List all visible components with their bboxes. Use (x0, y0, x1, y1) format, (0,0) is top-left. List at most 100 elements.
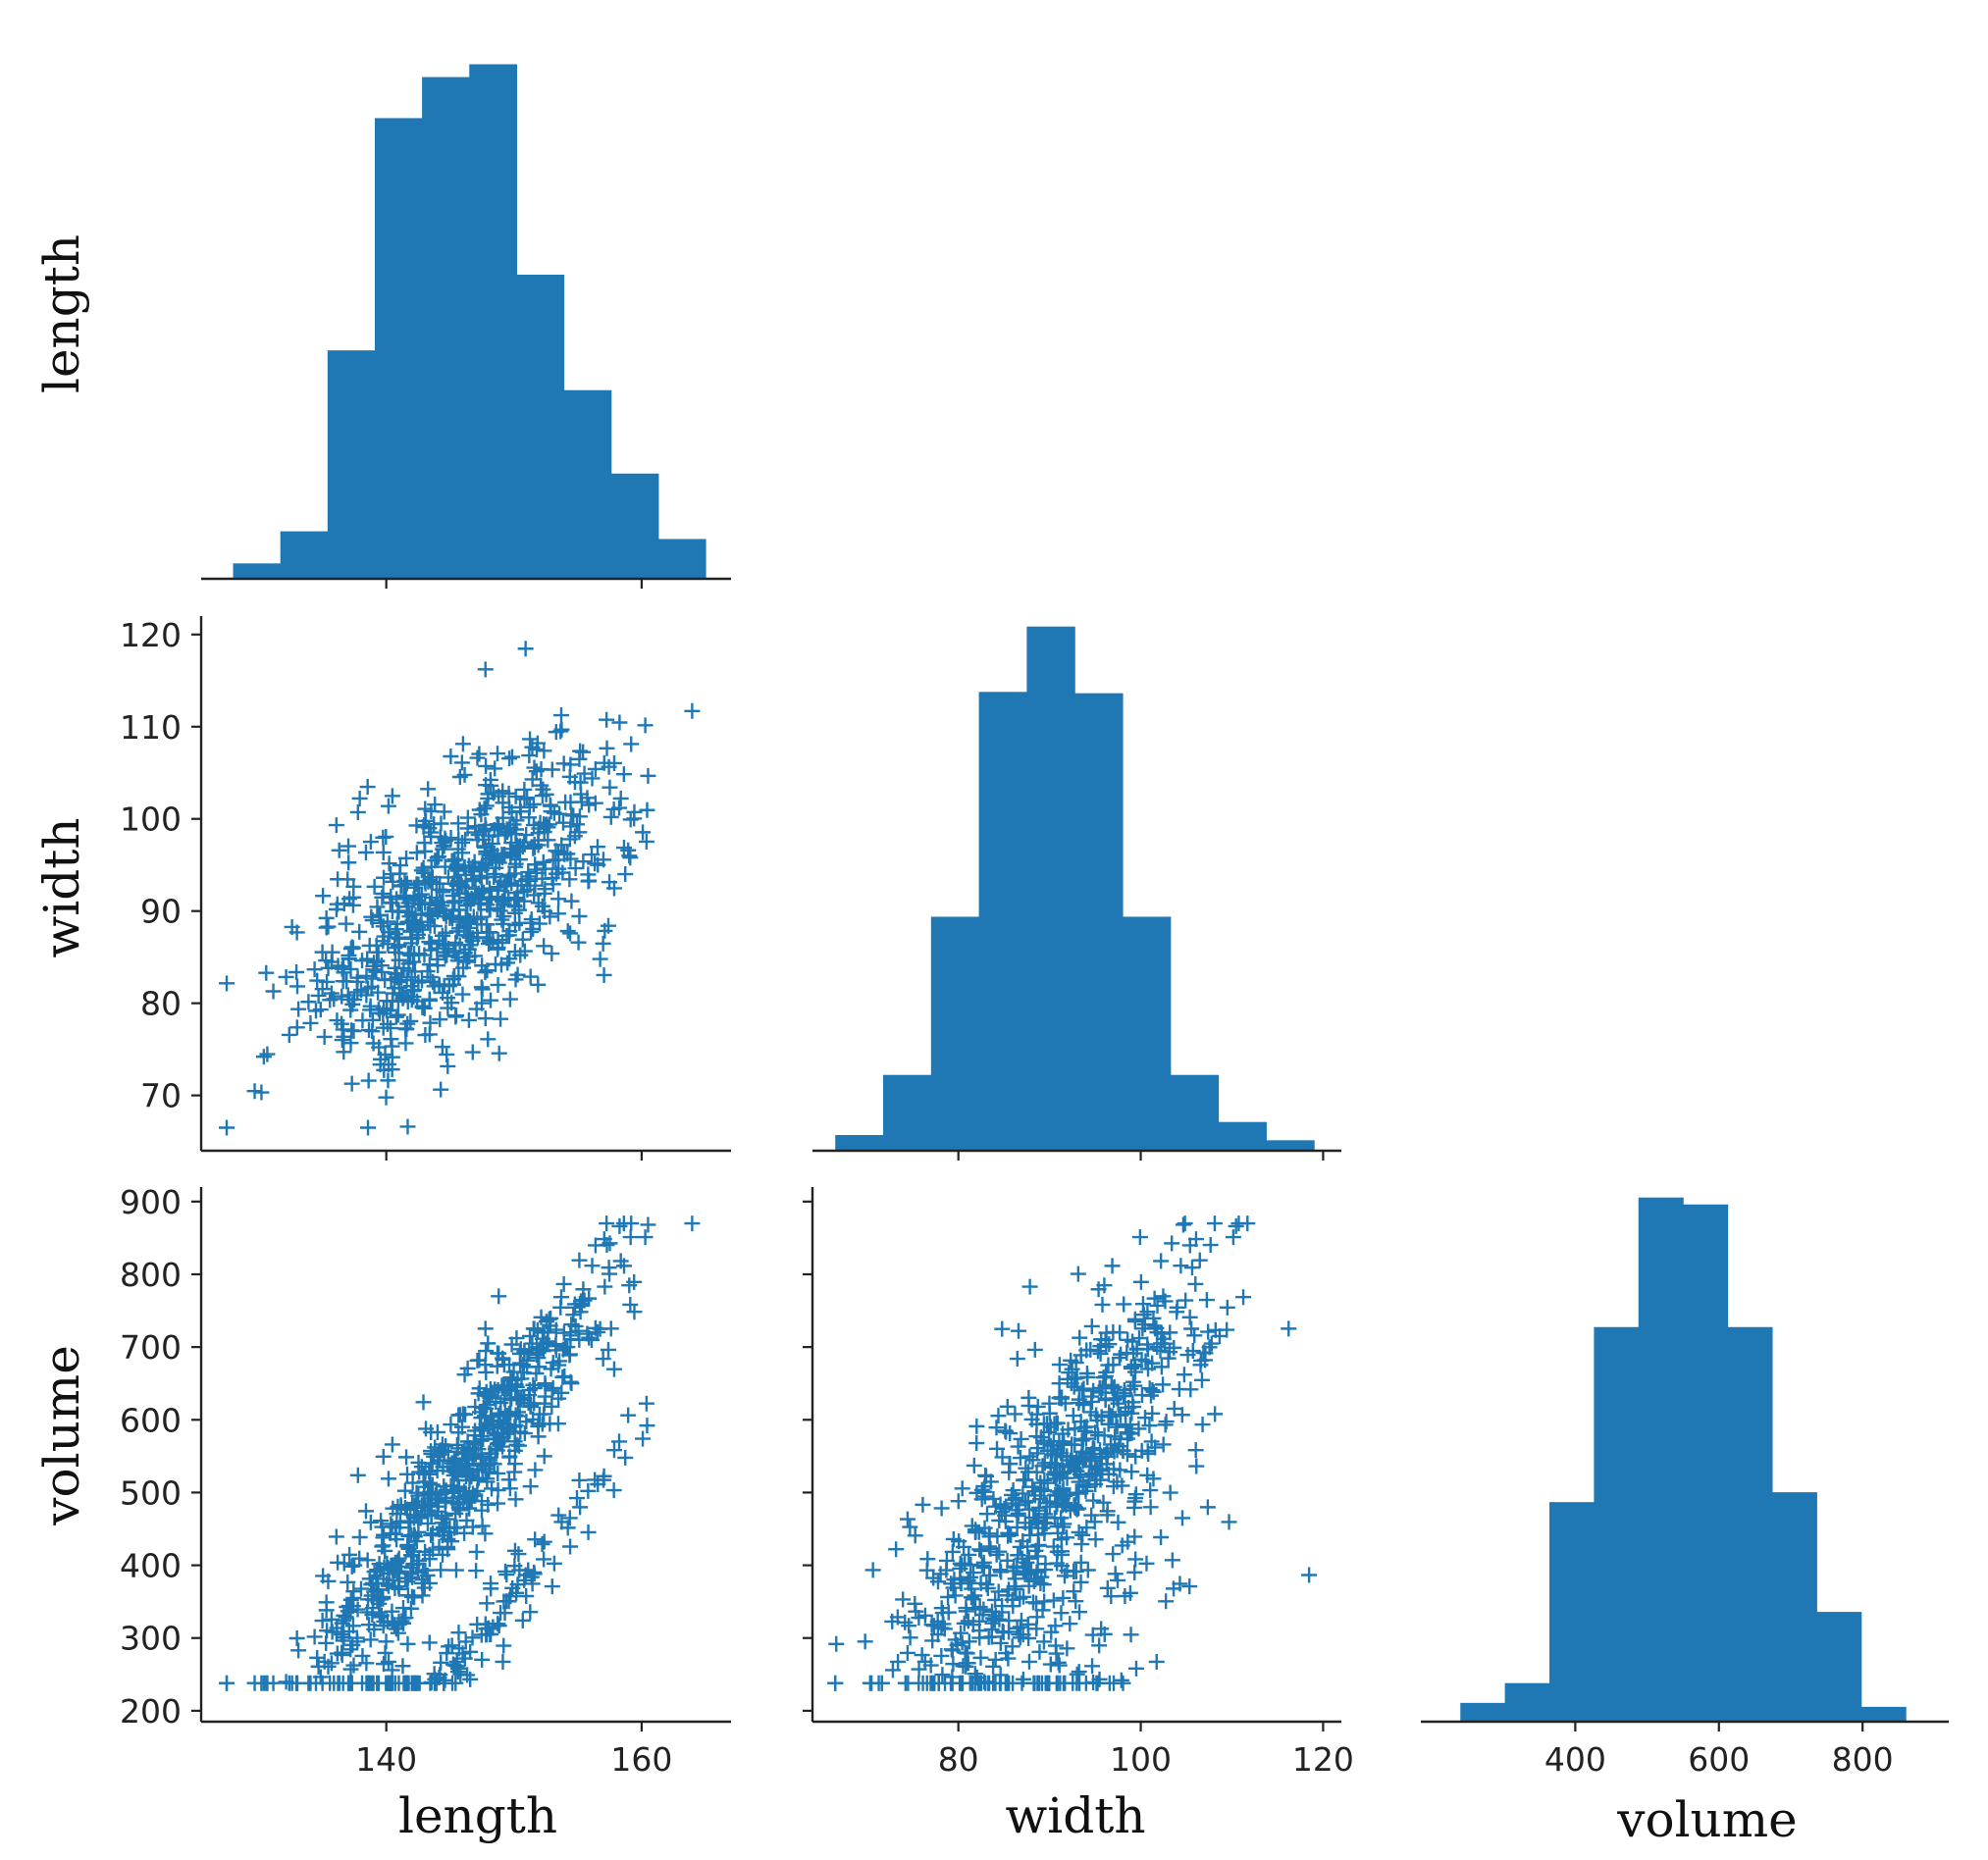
point-width-volume-751 (897, 1614, 914, 1630)
point-length-width-225 (469, 749, 486, 766)
point-length-width-763 (482, 924, 498, 941)
point-width-volume-567 (1059, 1640, 1075, 1657)
point-length-width-777 (380, 798, 396, 814)
point-width-volume-702 (1181, 1309, 1198, 1325)
point-length-width-599 (399, 946, 416, 962)
point-length-width-8 (684, 702, 701, 719)
point-width-volume-625 (1054, 1465, 1071, 1481)
point-length-volume-599 (399, 1587, 416, 1604)
point-length-volume-756 (462, 1643, 479, 1660)
point-width-volume-678 (1091, 1637, 1108, 1654)
point-length-volume-847 (331, 1675, 347, 1691)
point-length-width-63 (338, 915, 354, 932)
point-length-width-53 (487, 760, 503, 777)
point-length-volume-492 (408, 1533, 425, 1550)
point-length-volume-840 (458, 1512, 475, 1528)
point-width-volume-300 (1142, 1499, 1159, 1516)
point-length-width-829 (548, 724, 564, 741)
point-length-width-628 (368, 937, 385, 954)
point-length-width-652 (360, 1072, 377, 1089)
point-length-volume-790 (391, 1580, 407, 1597)
point-length-volume-698 (409, 1556, 426, 1573)
point-length-width-404 (336, 1044, 352, 1060)
point-width-volume-188 (1153, 1359, 1170, 1375)
point-width-volume-531 (1003, 1486, 1020, 1503)
hist-bar-length-6 (516, 275, 565, 579)
point-length-width-473 (378, 1089, 394, 1106)
point-length-width-529 (362, 998, 379, 1014)
point-width-volume-403 (1072, 1604, 1087, 1621)
point-length-width-455 (479, 962, 496, 979)
point-length-volume-532 (637, 1229, 654, 1246)
point-length-width-586 (460, 1011, 477, 1028)
point-width-volume-47 (1083, 1507, 1100, 1524)
point-length-width-223 (464, 1044, 481, 1060)
point-length-volume-458 (479, 1471, 496, 1487)
point-width-volume-627 (945, 1530, 962, 1547)
point-width-volume-367 (966, 1457, 982, 1473)
point-length-volume-686 (544, 1578, 560, 1595)
point-width-volume-802 (1093, 1621, 1110, 1637)
point-width-volume-490 (1164, 1552, 1180, 1569)
point-width-volume-88 (1137, 1353, 1154, 1369)
point-length-width-482 (405, 954, 422, 970)
point-width-volume-498 (1219, 1299, 1235, 1316)
point-length-volume-635 (599, 1215, 615, 1232)
x-tick-label-volume-600: 600 (1688, 1740, 1750, 1779)
point-width-volume-820 (1072, 1347, 1089, 1364)
point-length-width-715 (451, 768, 468, 785)
point-length-width-479 (450, 968, 467, 985)
point-length-width-418 (334, 988, 350, 1005)
point-length-volume-718 (423, 1508, 440, 1524)
point-length-width-535 (467, 818, 484, 835)
point-length-width-130 (635, 824, 652, 841)
point-width-volume-791 (971, 1599, 988, 1616)
point-width-volume-536 (1046, 1510, 1063, 1526)
y-tick-label-volume-300: 300 (120, 1620, 182, 1658)
point-length-width-784 (384, 1038, 400, 1055)
point-width-volume-400 (899, 1511, 916, 1527)
point-width-volume-74 (828, 1635, 845, 1652)
point-width-volume-843 (1092, 1345, 1109, 1362)
point-width-volume-239 (1142, 1482, 1159, 1499)
point-length-width-701 (377, 1047, 393, 1063)
point-width-volume-701 (899, 1644, 916, 1661)
point-width-volume-405 (1010, 1547, 1026, 1564)
point-width-volume-706 (1188, 1458, 1205, 1474)
hist-bar-volume-4 (1638, 1197, 1684, 1722)
point-length-volume-796 (538, 1335, 554, 1352)
point-length-width-606 (413, 862, 430, 879)
point-length-width-3 (599, 740, 615, 756)
point-length-volume-776 (427, 1671, 444, 1687)
point-length-width-717 (456, 858, 473, 875)
point-length-width-765 (497, 846, 513, 862)
point-width-volume-404 (902, 1629, 918, 1646)
point-width-volume-414 (1127, 1660, 1144, 1677)
point-length-volume-765 (497, 1390, 513, 1407)
point-length-width-527 (464, 873, 481, 890)
point-width-volume-129 (1087, 1531, 1104, 1548)
point-width-volume-491 (1055, 1589, 1072, 1606)
point-length-width-716 (426, 918, 443, 935)
point-length-width-399 (397, 1035, 414, 1052)
point-width-volume-517 (1068, 1484, 1084, 1501)
point-length-width-80 (562, 925, 579, 942)
point-length-volume-844 (438, 1489, 454, 1506)
point-width-volume-849 (1105, 1478, 1122, 1495)
point-width-volume-104 (992, 1634, 1009, 1651)
point-length-volume-500 (490, 1616, 506, 1632)
point-length-width-412 (507, 788, 524, 804)
point-length-width-582 (370, 984, 387, 1001)
point-length-volume-780 (369, 1562, 386, 1578)
point-length-width-659 (516, 834, 533, 851)
point-length-volume-558 (621, 1277, 638, 1294)
point-width-volume-778 (1074, 1397, 1091, 1414)
point-length-volume-121 (346, 1557, 363, 1574)
point-length-volume-714 (357, 1503, 374, 1520)
point-length-width-470 (289, 978, 306, 995)
point-width-volume-3 (1202, 1237, 1219, 1254)
point-length-width-227 (432, 1011, 448, 1028)
point-length-width-749 (447, 1008, 464, 1024)
point-width-volume-633 (1028, 1406, 1045, 1422)
point-width-volume-835 (1127, 1448, 1144, 1465)
